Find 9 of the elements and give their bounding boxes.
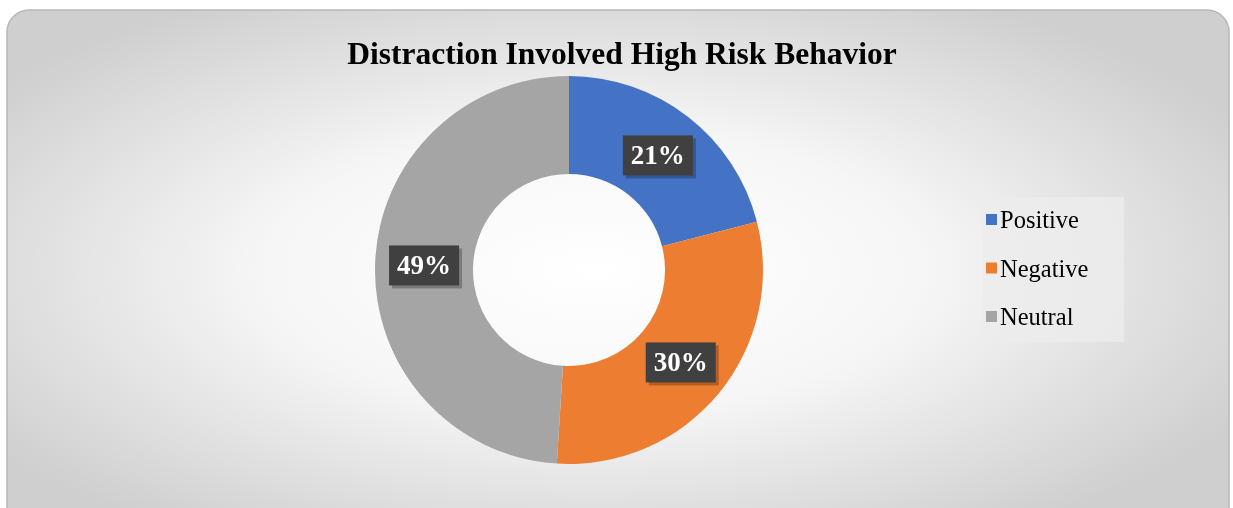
legend-label: Neutral <box>1000 303 1074 330</box>
legend-label: Positive <box>1000 206 1080 233</box>
data-label: 30% <box>653 347 708 378</box>
chart-title: Distraction Involved High Risk Behavior <box>347 36 897 71</box>
donut-slice <box>556 221 763 464</box>
legend-label: Negative <box>1000 254 1089 282</box>
data-label: 49% <box>397 250 452 281</box>
data-label: 21% <box>630 140 685 171</box>
donut-slice <box>375 76 569 464</box>
